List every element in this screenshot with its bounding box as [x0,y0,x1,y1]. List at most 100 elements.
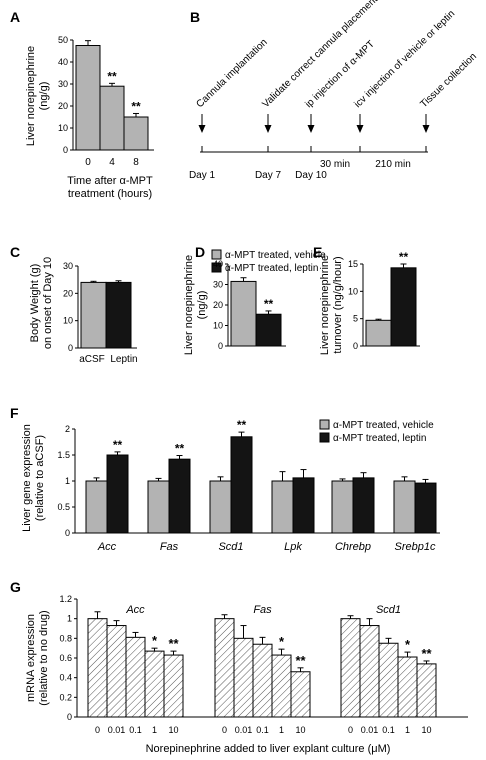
x-tick-label: 1 [279,725,284,735]
bar [147,480,170,534]
legend-label-leptin: α-MPT treated, leptin [333,433,426,444]
x-tick-label: 0 [222,725,227,735]
x-tick-label: 0 [95,725,100,735]
x-tick-label: Scd1 [218,541,243,553]
bar [416,663,437,718]
bar [75,45,101,151]
y-tick-label: 0.8 [59,633,72,643]
bar [214,618,235,718]
bar [352,477,375,534]
x-tick-label: 1 [405,725,410,735]
x-tick-label: Leptin [110,354,137,365]
day-label: Day 10 [295,170,327,181]
y-tick-label: 30 [58,79,68,89]
y-tick-label: 0.6 [59,653,72,663]
y-tick-label: 5 [353,314,358,324]
x-tick-label: 4 [109,157,115,168]
y-tick-label: 1 [67,614,72,624]
y-tick-label: 15 [348,259,358,269]
x-tick-label: 10 [421,725,431,735]
bar [230,280,257,347]
y-tick-label: 0 [68,343,73,353]
x-tick-label: aCSF [79,354,105,365]
x-tick-label: 0.1 [256,725,269,735]
panel-letter-a: A [10,9,20,25]
bar [331,480,354,534]
bar [125,636,146,718]
y-tick-label: 1 [65,476,70,486]
bar [365,319,392,347]
x-tick-label: 1 [152,725,157,735]
bar [99,85,125,151]
event-tissue-collection: Tissue collection [418,51,479,110]
x-tick-label: Fas [160,541,179,553]
y-tick-label: 20 [58,101,68,111]
y-axis-label: (relative to aCSF) [34,435,46,521]
timeline-arrow-head [198,125,206,133]
y-tick-label: 0 [218,341,223,351]
y-axis-label: (ng/g) [38,82,50,111]
bar [271,480,294,534]
bar [85,480,108,534]
legend-label-leptin: α-MPT treated, leptin [225,263,318,274]
significance-marker: * [405,637,411,652]
y-axis-label: Liver norepinephrine [319,255,331,355]
y-axis-label: (relative to no drug) [38,610,50,705]
x-tick-label: 10 [295,725,305,735]
group-title: Fas [253,604,272,616]
y-tick-label: 1.5 [57,450,70,460]
legend-swatch-vehicle [319,419,330,430]
significance-marker: ** [168,636,179,651]
bar [252,643,273,718]
x-tick-label: Chrebp [335,541,371,553]
y-tick-label: 30 [63,261,73,271]
significance-marker: ** [175,442,185,456]
x-tick-label: Acc [97,541,117,553]
y-tick-label: 20 [63,288,73,298]
y-tick-label: 1.2 [59,594,72,604]
bar [359,625,380,718]
bar [397,656,418,718]
significance-marker: ** [421,646,432,661]
group-title: Acc [125,604,145,616]
significance-marker: ** [113,438,123,452]
timeline-arrow-head [264,125,272,133]
x-tick-label: 0.1 [382,725,395,735]
y-tick-label: 50 [58,35,68,45]
x-tick-label: 0 [85,157,91,168]
y-axis-label: (ng/g) [196,291,208,320]
bar [87,618,108,718]
y-tick-label: 0.5 [57,502,70,512]
y-axis-label: Liver norepinephrine [183,255,195,355]
bar [393,480,416,534]
timeline-arrow-head [356,125,364,133]
x-tick-label: 0.01 [108,725,126,735]
panel-letter-c: C [10,244,20,260]
x-axis-label: Time after α-MPT [67,175,153,187]
y-tick-label: 40 [58,57,68,67]
timeline-arrow-head [307,125,315,133]
x-tick-label: 0.1 [129,725,142,735]
panel-letter-g: G [10,579,21,595]
legend-label-vehicle: α-MPT treated, vehicle [333,420,434,431]
legend-swatch-leptin [211,262,222,273]
group-title: Scd1 [376,604,401,616]
y-tick-label: 0 [65,528,70,538]
bar [378,642,399,718]
bar [271,654,292,718]
day-label: Day 1 [189,170,216,181]
y-tick-label: 2 [65,424,70,434]
y-tick-label: 10 [348,286,358,296]
bar [144,650,165,718]
x-tick-label: Srebp1c [395,541,436,553]
bar [80,281,107,349]
x-tick-label: Lpk [284,541,302,553]
y-tick-label: 0.4 [59,673,72,683]
timeline-arrow-head [422,125,430,133]
day-label: Day 7 [255,170,282,181]
significance-marker: ** [237,418,247,432]
interval-label: 210 min [375,159,411,170]
x-tick-label: 0.01 [235,725,253,735]
bar [290,671,311,718]
